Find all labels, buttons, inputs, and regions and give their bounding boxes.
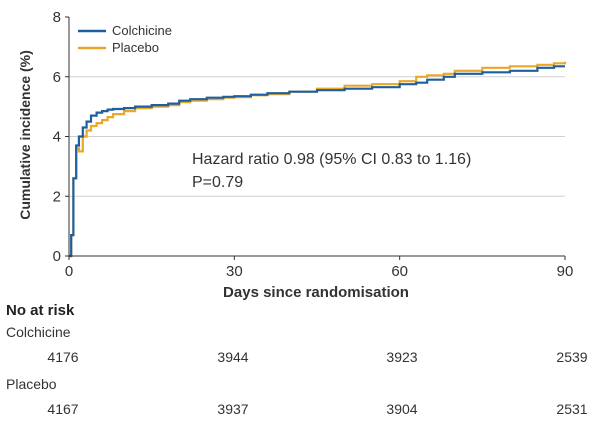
y-tick-label: 0 [53,248,61,265]
x-tick-label: 90 [557,263,574,280]
y-axis-label: Cumulative incidence (%) [17,50,33,220]
risk-table-title: No at risk [6,302,75,319]
series-line-colchicine [69,65,565,258]
x-tick-label: 0 [65,263,73,280]
risk-group-placebo: Placebo [6,376,57,392]
y-tick-label: 4 [53,129,61,146]
risk-count-placebo-day30: 3937 [217,401,249,417]
risk-count-placebo-day90: 2531 [556,401,588,417]
risk-count-placebo-day60: 3904 [386,401,418,417]
km-chart: 0 2 4 6 8 0 30 60 90 Cumulative incidence (%) D… [17,9,574,300]
y-tick-label: 2 [53,188,61,205]
risk-group-colchicine: Colchicine [6,324,71,340]
x-tick-label: 30 [226,263,243,280]
gridlines [69,76,565,197]
risk-count-placebo-day0: 4167 [47,401,79,417]
p-value-annotation: P=0.79 [192,174,243,191]
legend-label-colchicine: Colchicine [112,23,172,38]
y-ticks: 0 2 4 6 8 [53,9,69,265]
x-ticks: 0 30 60 90 [65,256,574,280]
y-tick-label: 6 [53,69,61,86]
x-axis-label: Days since randomisation [223,284,409,300]
risk-count-colchicine-day0: 4176 [47,349,79,365]
y-tick-label: 8 [53,9,61,26]
legend-label-placebo: Placebo [112,40,159,55]
series-layer [69,61,567,258]
risk-count-colchicine-day90: 2539 [556,349,588,365]
risk-count-colchicine-day30: 3944 [217,349,249,365]
hazard-ratio-annotation: Hazard ratio 0.98 (95% CI 0.83 to 1.16) [192,151,471,168]
x-tick-label: 60 [391,263,408,280]
legend: Colchicine Placebo [78,23,172,55]
risk-count-colchicine-day60: 3923 [386,349,418,365]
